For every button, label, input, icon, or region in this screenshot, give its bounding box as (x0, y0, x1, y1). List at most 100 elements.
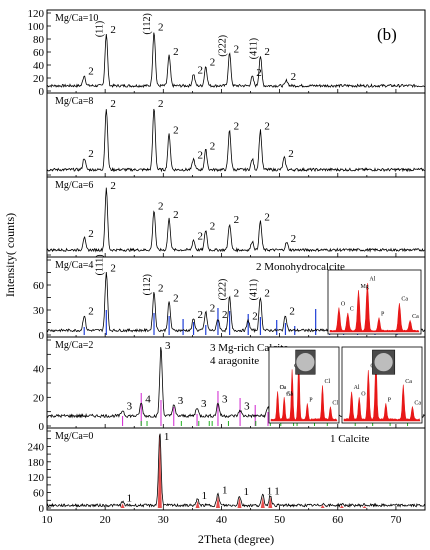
y-tick-label: 80 (33, 34, 45, 46)
peak-label: 3 (178, 395, 184, 407)
eds-inset-mgca2-b-element-label: P (388, 398, 392, 404)
peak-label: 2 (198, 150, 204, 162)
y-tick-label: 30 (33, 305, 45, 317)
eds-inset-mgca2-a-element-label: Cl (324, 379, 330, 385)
eds-inset-mgca2-b-frame (341, 346, 423, 424)
eds-inset-mgca4-element-label: Ca (412, 314, 419, 320)
panel-label: Mg/Ca=10 (55, 13, 98, 24)
peak-label: 1 (267, 486, 273, 498)
peak-label: 2 (256, 67, 262, 79)
peak-label: 2 (88, 66, 94, 78)
peak-index: (112) (142, 13, 153, 34)
x-tick-label: 70 (390, 514, 402, 526)
peak-label: 2 (234, 121, 240, 133)
y-tick-label: 0 (39, 421, 45, 433)
x-tick-label: 50 (274, 514, 286, 526)
eds-inset-mgca4-element-label: C (350, 307, 354, 313)
peak-label: 2 (264, 287, 270, 299)
eds-inset-mgca4-frame (327, 269, 422, 335)
y-tick-label: 60 (33, 488, 45, 500)
eds-inset-mgca2-b-element-label: Ca (414, 401, 421, 407)
peak-label: 2 (158, 200, 164, 212)
peak-label: 2 (291, 71, 297, 83)
peak-index: (222) (218, 279, 229, 301)
peak-label: 2 (173, 125, 179, 137)
peak-label: 2 (88, 306, 94, 318)
eds-inset-mgca4-element-label: Mg (360, 284, 368, 290)
xrd-pattern-trace (46, 108, 425, 173)
eds-inset-mgca4-element-label: Al (369, 277, 375, 283)
peak-index: (411) (248, 38, 259, 59)
peak-label: 1 (274, 486, 280, 498)
peak-label: 2 (173, 209, 179, 221)
xrd-pattern-trace (46, 187, 425, 253)
eds-inset-mgca2-b-element-label: Ca (405, 379, 412, 385)
peak-fill (157, 433, 162, 508)
peak-label: 2 (173, 46, 179, 58)
eds-inset-mgca4-spectrum (329, 283, 420, 333)
y-tick-label: 60 (33, 280, 45, 292)
peak-label: 2 (210, 302, 216, 314)
peak-label: 2 (158, 22, 164, 34)
eds-inset-mgca4-element-label: O (341, 302, 346, 308)
peak-fill (362, 505, 367, 508)
panel-label: Mg/Ca=4 (55, 260, 93, 271)
y-tick-label: 0 (39, 503, 45, 515)
x-tick-label: 60 (332, 514, 344, 526)
y-tick-label: 100 (28, 21, 45, 33)
peak-label: 2 (234, 44, 240, 56)
x-tick-label: 30 (158, 514, 170, 526)
peak-fill (195, 500, 200, 508)
eds-inset-mgca2-a-element-label: P (309, 398, 313, 404)
peak-label: 3 (201, 398, 207, 410)
x-tick-label: 20 (100, 514, 112, 526)
eds-inset-mgca4-element-label: P (381, 312, 385, 318)
peak-label: 2 (264, 212, 270, 224)
peak-fill (237, 497, 242, 508)
peak-label: 2 (198, 230, 204, 242)
y-tick-label: 20 (33, 392, 45, 404)
panel-label: Mg/Ca=6 (55, 180, 93, 191)
peak-label: 2 (264, 121, 270, 133)
peak-label: 4 (145, 394, 151, 406)
peak-index: (111) (94, 254, 105, 275)
peak-index: (11) (94, 21, 105, 37)
peak-fill (320, 504, 325, 508)
peak-label: 3 (127, 401, 133, 413)
peak-fill (260, 496, 265, 508)
eds-inset-mgca2-a-frame (268, 346, 340, 424)
panel-label: Mg/Ca=2 (55, 340, 93, 351)
peak-label: 2 (234, 214, 240, 226)
y-tick-label: 0 (39, 330, 45, 342)
peak-label: 2 (198, 309, 204, 321)
peak-label: 1 (243, 486, 249, 498)
panel-label: Mg/Ca=8 (55, 96, 93, 107)
eds-inset-mgca2-a-element-label: Ca (280, 385, 287, 391)
peak-label: 1 (164, 431, 170, 443)
x-tick-label: 40 (216, 514, 228, 526)
peak-label: 2 (291, 233, 297, 245)
x-tick-label: 10 (42, 514, 54, 526)
eds-inset-mgca2-b-spectrum (343, 360, 421, 422)
legend-aragonite: 4 aragonite (210, 355, 259, 367)
peak-label: 1 (222, 485, 228, 497)
peak-label: 2 (158, 282, 164, 294)
peak-label: 2 (88, 148, 94, 160)
peak-label: 1 (127, 492, 133, 504)
figure-panel-label: (b) (377, 25, 397, 44)
peak-fill (339, 505, 344, 508)
peak-label: 2 (110, 262, 116, 274)
peak-label: 2 (288, 148, 294, 160)
eds-inset-mgca2-b-sem-particle (374, 353, 393, 372)
peak-index: (411) (248, 279, 259, 300)
eds-inset-mgca2-a-element-label: O (280, 385, 285, 391)
peak-label: 2 (210, 57, 216, 69)
eds-inset-mgca2-b-element-label: Al (354, 385, 360, 391)
panel-frame-5 (46, 427, 426, 511)
eds-inset-mgca2-a-element-label: Al (286, 391, 292, 397)
y-tick-label: 120 (28, 472, 45, 484)
peak-label: 2 (289, 306, 295, 318)
peak-label: 2 (210, 140, 216, 152)
y-axis-title: Intensity( counts) (3, 213, 17, 297)
y-tick-label: 240 (28, 441, 45, 453)
